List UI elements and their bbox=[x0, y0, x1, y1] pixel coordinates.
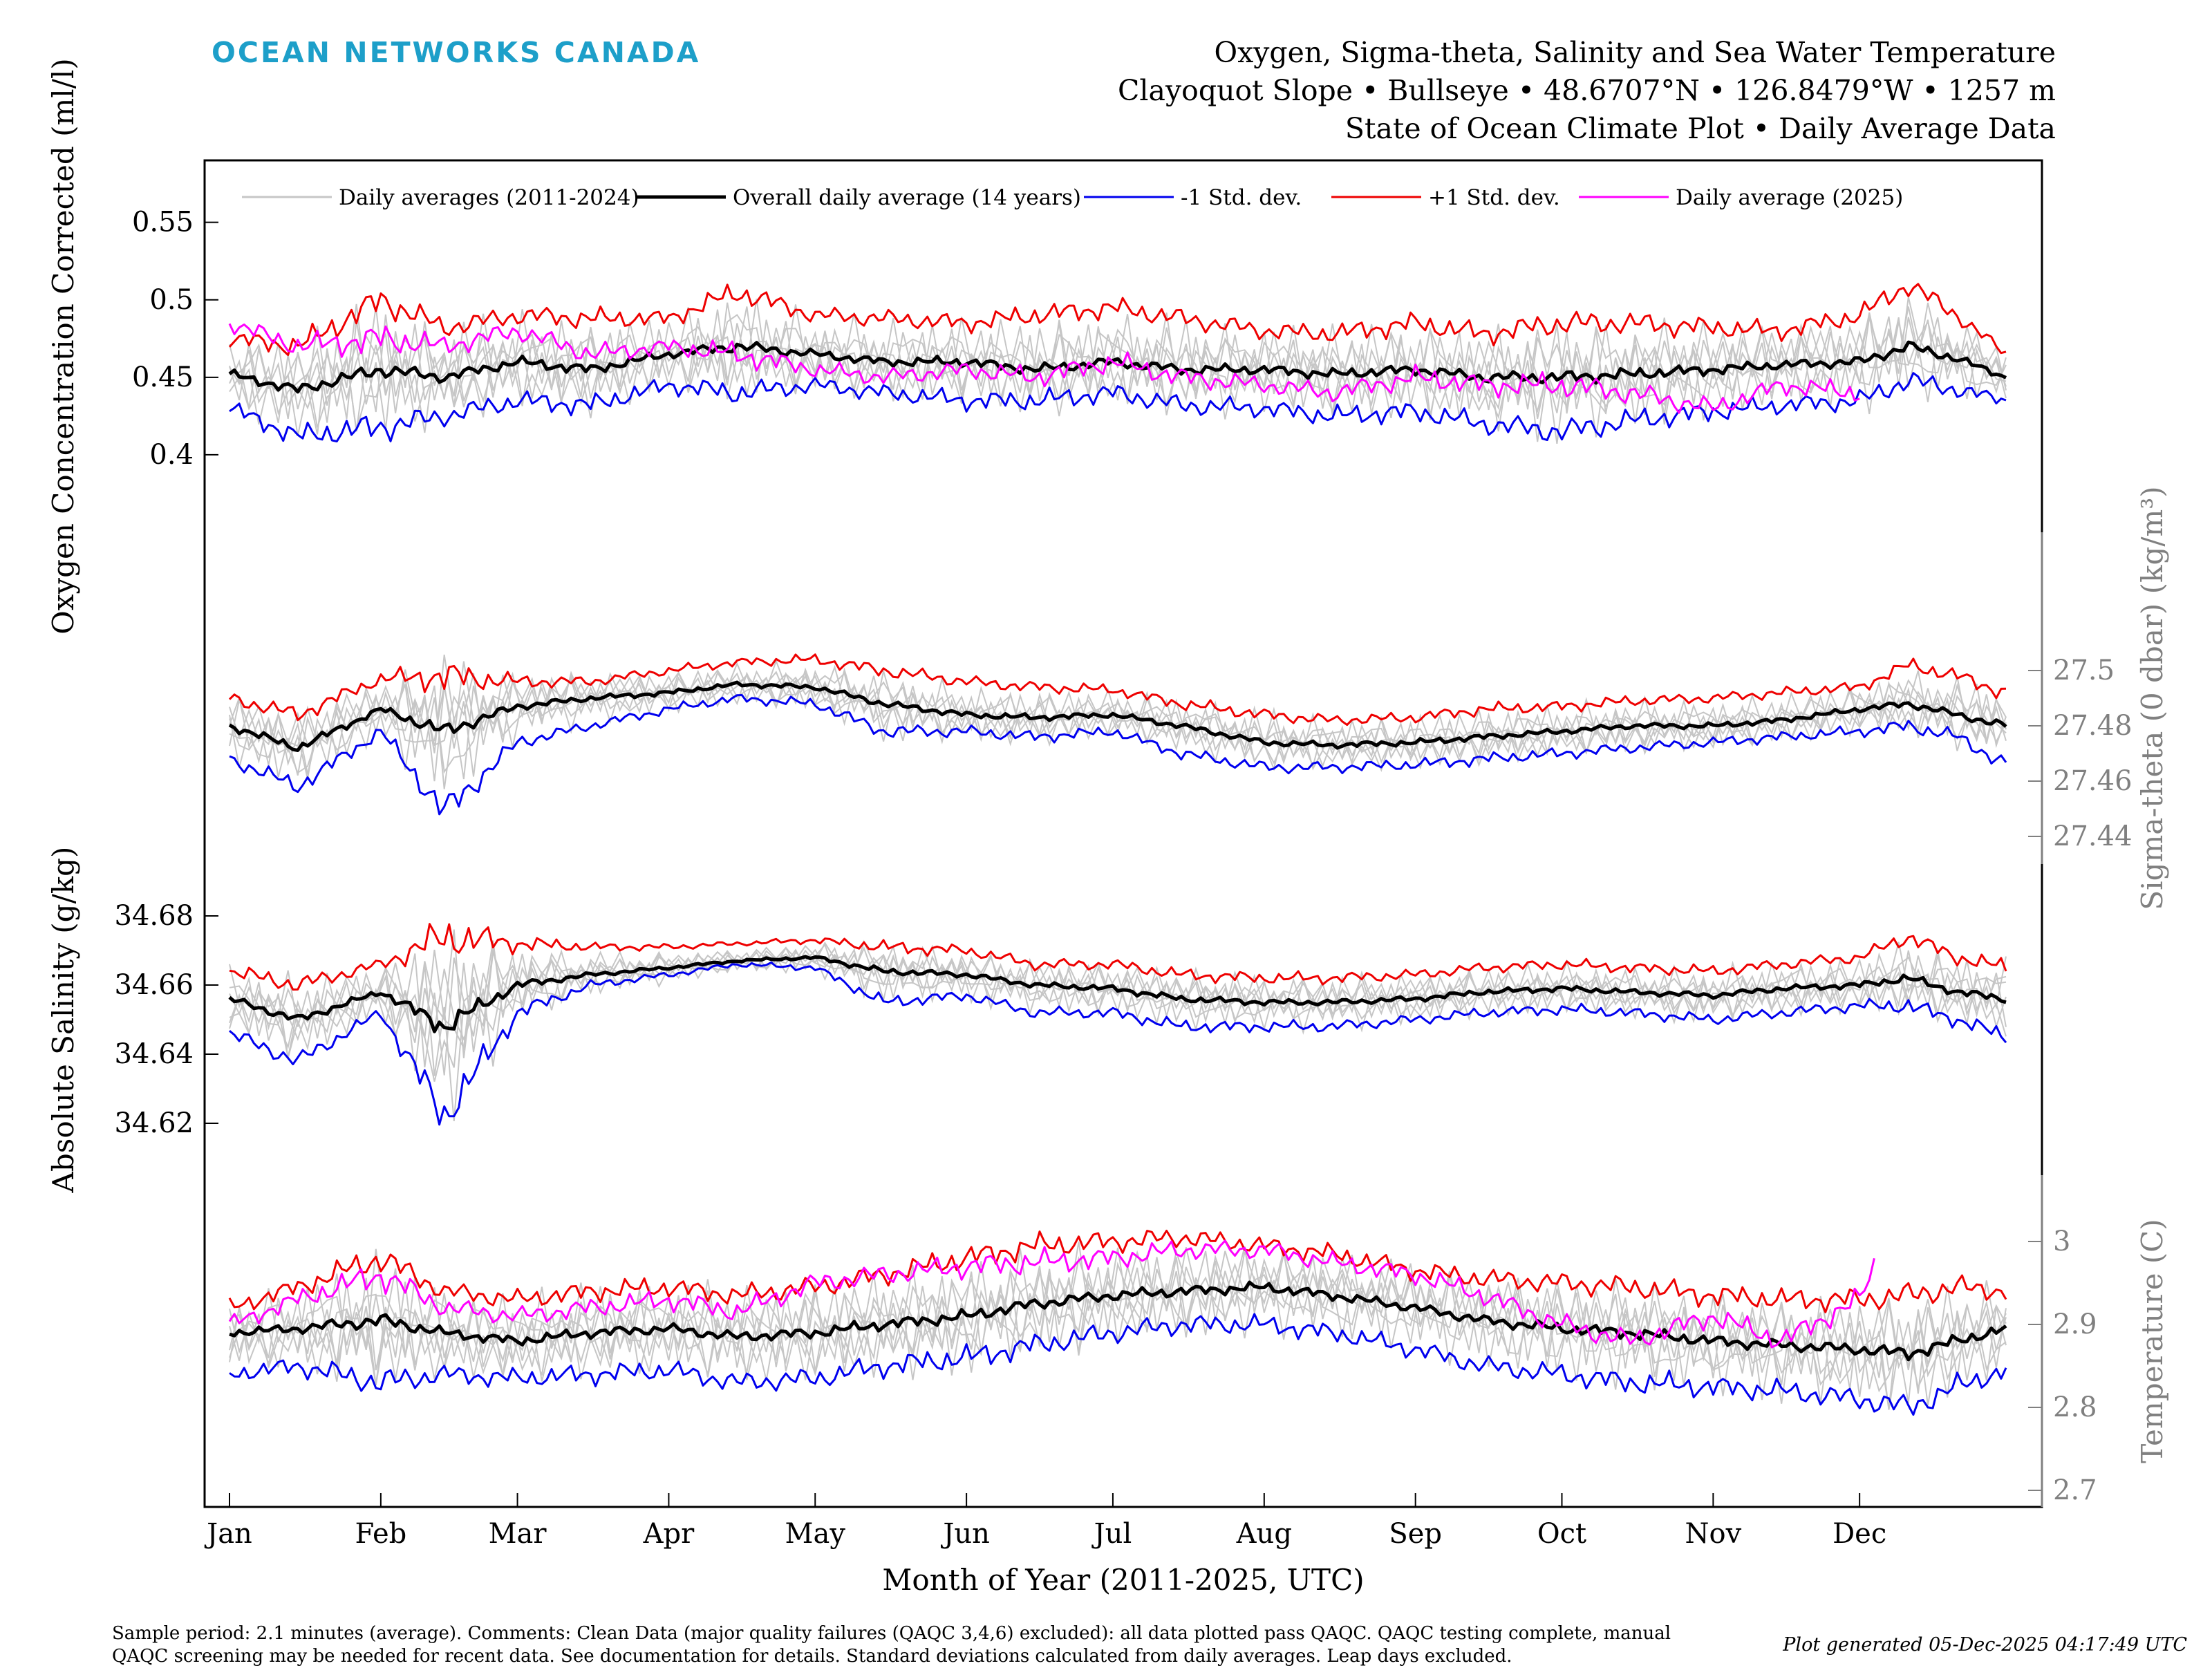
oxygen-y-tick-label: 0.4 bbox=[149, 439, 194, 471]
oxygen-y-tick-label: 0.5 bbox=[149, 284, 194, 316]
oxygen-series-line bbox=[228, 340, 2007, 394]
sigma-y-axis-label: Sigma-theta (0 dbar) (kg/m³) bbox=[2135, 486, 2169, 910]
sigma-history-line bbox=[229, 662, 2007, 777]
salinity-y-tick-label: 34.62 bbox=[114, 1107, 194, 1139]
x-tick-label: Sep bbox=[1389, 1518, 1442, 1550]
temperature-series-line bbox=[229, 1313, 2007, 1416]
x-tick-label: Feb bbox=[355, 1518, 406, 1550]
x-tick-label: Mar bbox=[489, 1518, 547, 1550]
sigma-series-line bbox=[228, 653, 2007, 727]
temperature-y-tick-label: 3 bbox=[2053, 1226, 2070, 1257]
oxygen-history-line bbox=[229, 304, 2007, 436]
sigma-y-tick-label: 27.46 bbox=[2053, 765, 2133, 797]
x-tick-label: Jul bbox=[1091, 1518, 1132, 1550]
x-tick-label: Aug bbox=[1236, 1518, 1292, 1550]
salinity-y-tick-label: 34.68 bbox=[114, 900, 194, 932]
salinity-series-line bbox=[228, 955, 2007, 1033]
oxygen-history-line bbox=[229, 299, 2007, 438]
x-tick-label: Nov bbox=[1685, 1518, 1742, 1550]
oxygen-series-line bbox=[228, 283, 2007, 356]
oxygen-series-line bbox=[228, 323, 1860, 414]
x-tick-label: Oct bbox=[1537, 1518, 1586, 1550]
temperature-series-line bbox=[229, 1280, 2007, 1362]
oxygen-series-line bbox=[229, 372, 2007, 442]
x-tick-label: Jun bbox=[940, 1518, 990, 1550]
sigma-series-line bbox=[228, 680, 2007, 752]
x-tick-label: Apr bbox=[643, 1518, 695, 1550]
salinity-history-line bbox=[229, 941, 2007, 1121]
temperature-series-line bbox=[228, 1229, 2007, 1313]
salinity-y-tick-label: 34.64 bbox=[114, 1038, 194, 1070]
sigma-series-line bbox=[229, 694, 2007, 816]
legend-entry-label: Daily averages (2011-2024) bbox=[339, 185, 639, 210]
temperature-y-tick-label: 2.8 bbox=[2053, 1391, 2097, 1423]
x-tick-label: May bbox=[785, 1518, 846, 1550]
temperature-history-line bbox=[229, 1246, 2007, 1396]
temperature-y-tick-label: 2.7 bbox=[2053, 1474, 2097, 1506]
salinity-history-line bbox=[229, 946, 2007, 1076]
footer-note: Sample period: 2.1 minutes (average). Co… bbox=[112, 1623, 1671, 1667]
brand-logo: OCEAN NETWORKS CANADA bbox=[212, 36, 701, 69]
chart-subtitle-location: Clayoquot Slope • Bullseye • 48.6707°N •… bbox=[1118, 74, 2056, 107]
oxygen-y-tick-label: 0.55 bbox=[132, 207, 194, 238]
legend-entry-label: +1 Std. dev. bbox=[1428, 185, 1560, 210]
legend-entry-label: Daily average (2025) bbox=[1676, 185, 1903, 210]
x-tick-label: Dec bbox=[1833, 1518, 1886, 1550]
chart-title: Oxygen, Sigma-theta, Salinity and Sea Wa… bbox=[1214, 36, 2056, 69]
temperature-y-axis-label: Temperature (C) bbox=[2135, 1219, 2169, 1463]
legend-entry-label: -1 Std. dev. bbox=[1181, 185, 1302, 210]
salinity-y-axis-label: Absolute Salinity (g/kg) bbox=[46, 847, 80, 1194]
oxygen-y-axis-label: Oxygen Concentration Corrected (ml/l) bbox=[46, 58, 80, 634]
legend-entry-label: Overall daily average (14 years) bbox=[733, 185, 1081, 210]
x-axis-label: Month of Year (2011-2025, UTC) bbox=[882, 1563, 1364, 1597]
temperature-series-line bbox=[228, 1239, 1875, 1349]
generated-timestamp: Plot generated 05-Dec-2025 04:17:49 UTC bbox=[1783, 1634, 2187, 1656]
x-tick-label: Jan bbox=[204, 1518, 252, 1550]
sigma-y-tick-label: 27.48 bbox=[2053, 710, 2133, 742]
salinity-series-line bbox=[229, 961, 2007, 1126]
salinity-series-line bbox=[229, 923, 2007, 991]
temperature-y-tick-label: 2.9 bbox=[2053, 1309, 2097, 1340]
salinity-y-tick-label: 34.66 bbox=[114, 969, 194, 1001]
sigma-y-tick-label: 27.44 bbox=[2053, 821, 2133, 852]
chart-subtitle-type: State of Ocean Climate Plot • Daily Aver… bbox=[1344, 112, 2056, 145]
sigma-history-line bbox=[229, 664, 2007, 789]
temperature-history-line bbox=[229, 1248, 2007, 1397]
temperature-history-line bbox=[229, 1250, 2007, 1409]
oxygen-y-tick-label: 0.45 bbox=[132, 362, 194, 393]
sigma-y-tick-label: 27.5 bbox=[2053, 655, 2115, 686]
